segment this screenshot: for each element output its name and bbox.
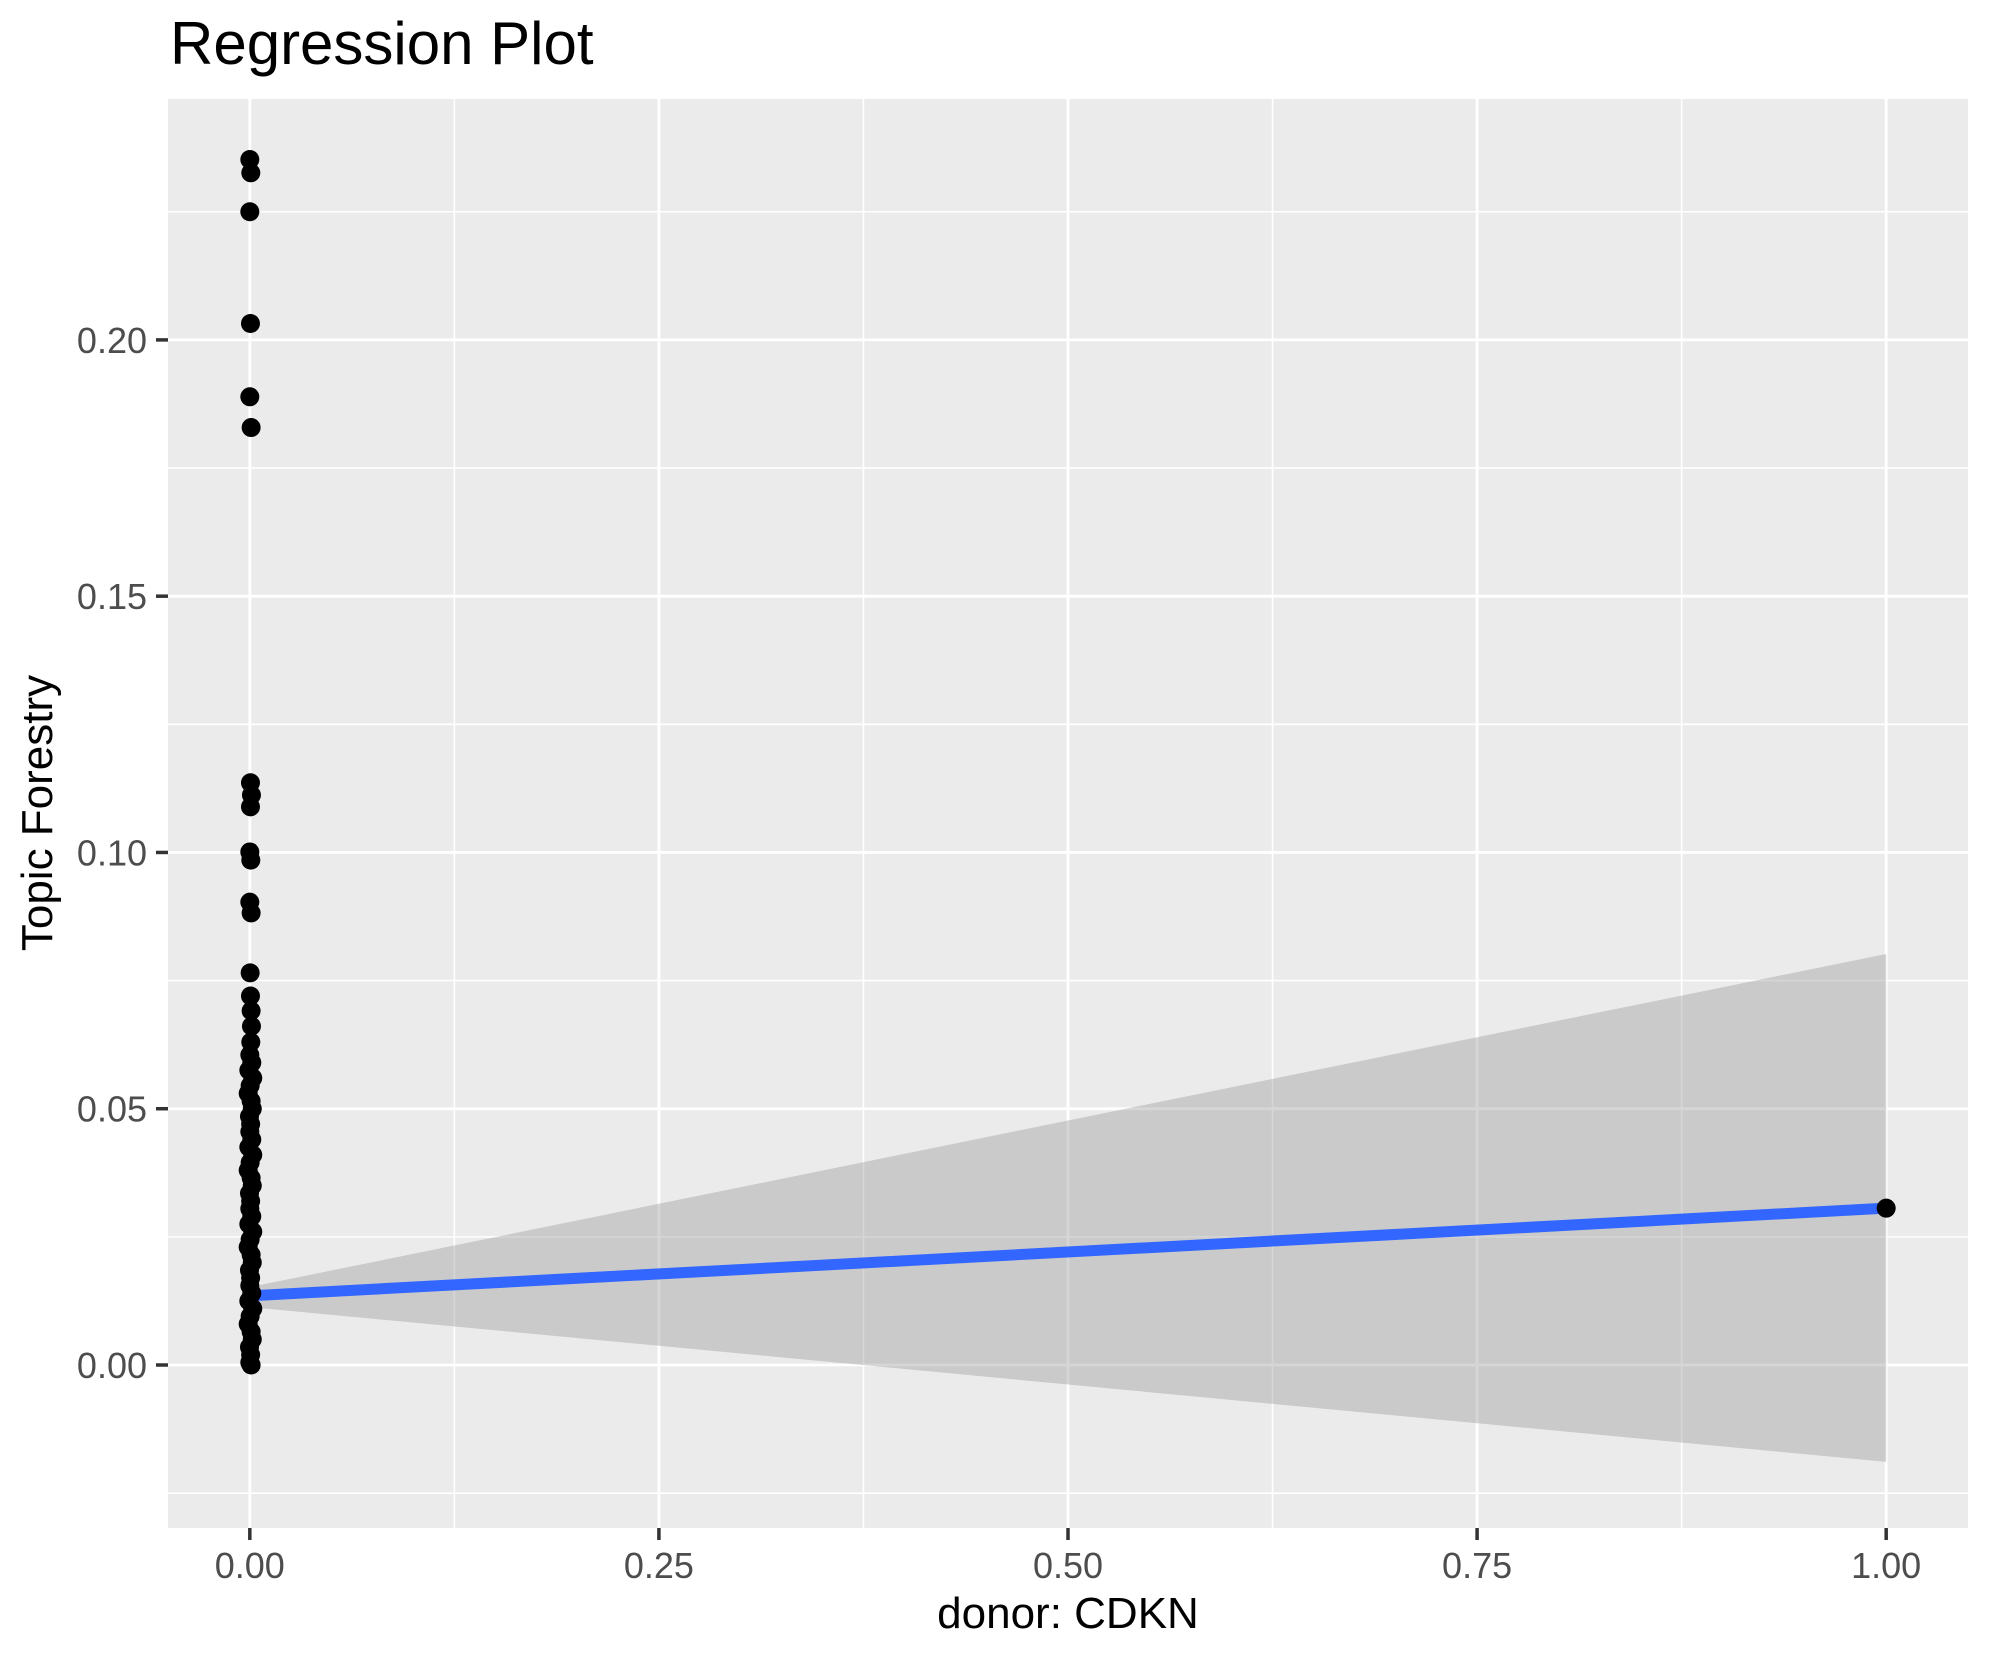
x-axis-title: donor: CDKN (937, 1589, 1199, 1638)
confidence-band (249, 953, 1887, 1462)
data-point (241, 850, 261, 870)
fit-line (249, 1202, 1887, 1302)
y-tick-label: 0.00 (77, 1345, 147, 1386)
data-point (241, 418, 261, 438)
data-point (240, 963, 260, 983)
regression-line (249, 1202, 1887, 1302)
data-point (1876, 1198, 1896, 1218)
y-axis-title: Topic Forestry (13, 675, 62, 951)
x-tick-label: 0.75 (1442, 1545, 1512, 1586)
data-point (241, 903, 261, 923)
y-tick-label: 0.20 (77, 320, 147, 361)
y-tick-labels: 0.00 0.05 0.10 0.15 0.20 (77, 320, 147, 1386)
data-point (241, 1355, 261, 1375)
x-tick-labels: 0.00 0.25 0.50 0.75 1.00 (215, 1545, 1921, 1586)
scatter-points (238, 149, 1896, 1375)
data-point (240, 202, 260, 222)
data-point (241, 1016, 261, 1036)
y-tick-label: 0.10 (77, 832, 147, 873)
axis-ticks (156, 338, 1888, 1540)
y-tick-label: 0.05 (77, 1089, 147, 1130)
x-tick-label: 0.25 (624, 1545, 694, 1586)
x-tick-label: 0.50 (1033, 1545, 1103, 1586)
data-point (240, 797, 260, 817)
plot-title: Regression Plot (170, 10, 594, 77)
data-point (240, 387, 260, 407)
confidence-ribbon (249, 953, 1887, 1462)
x-tick-label: 1.00 (1851, 1545, 1921, 1586)
y-tick-label: 0.15 (77, 576, 147, 617)
data-point (241, 163, 261, 183)
data-point (241, 1001, 261, 1021)
data-point (240, 986, 260, 1006)
data-point (240, 313, 260, 333)
x-tick-label: 0.00 (215, 1545, 285, 1586)
